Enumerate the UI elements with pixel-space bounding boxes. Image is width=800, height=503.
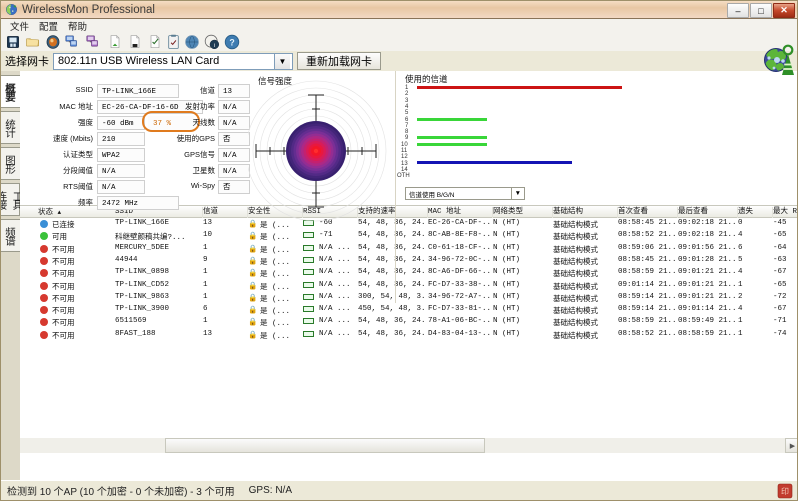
svg-text:i: i <box>214 43 215 49</box>
svg-text:?: ? <box>229 37 234 47</box>
svg-text:印: 印 <box>781 487 789 496</box>
